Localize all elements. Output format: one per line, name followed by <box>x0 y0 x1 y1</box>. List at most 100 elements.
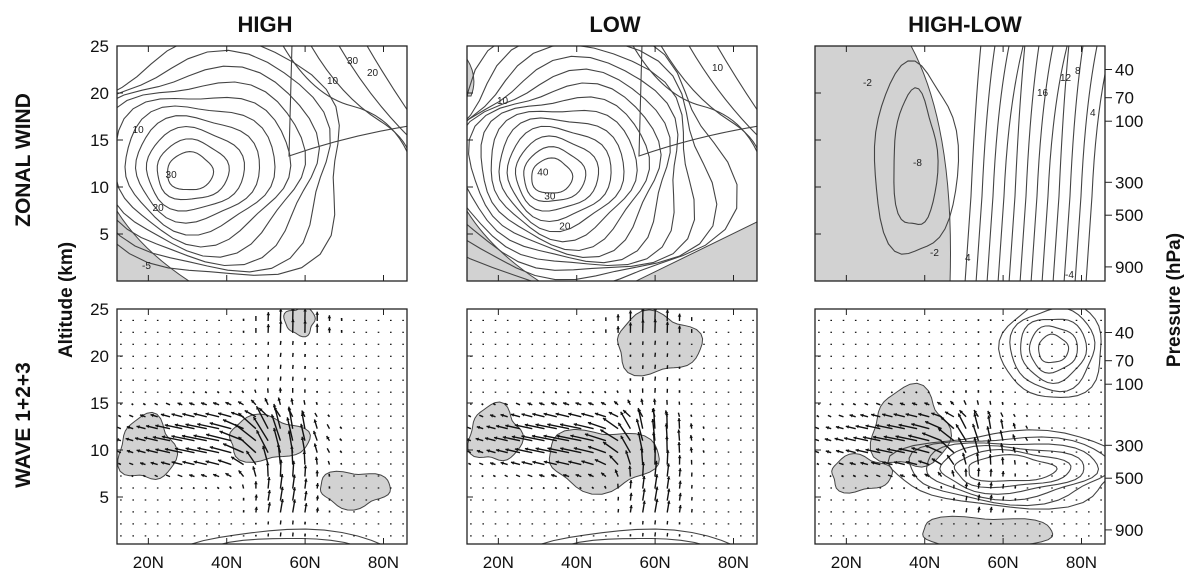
easterly-region <box>467 58 475 97</box>
flux-arrowhead <box>655 486 659 490</box>
flux-arrowhead <box>855 448 859 453</box>
flux-arrowhead <box>524 423 529 427</box>
flux-arrow <box>1025 414 1029 418</box>
flux-arrow <box>216 390 220 394</box>
flux-arrow <box>602 441 619 454</box>
flux-arrowhead <box>152 435 157 440</box>
panel-frame <box>814 308 1106 545</box>
flux-arrowhead <box>555 412 559 416</box>
flux-arrow <box>902 487 906 490</box>
flux-arrowhead <box>494 436 498 440</box>
flux-arrowhead <box>136 449 140 453</box>
flux-arrow <box>591 390 595 394</box>
flux-arrowhead <box>989 468 993 472</box>
pressure-tick-label: 500 <box>1115 206 1143 225</box>
flux-arrow <box>547 447 570 454</box>
flux-arrow <box>620 411 632 430</box>
flux-arrowhead <box>642 500 646 504</box>
flux-arrow <box>554 391 558 394</box>
contour-label: 20 <box>367 68 379 79</box>
flux-arrowhead <box>860 461 864 466</box>
flux-arrow <box>898 448 918 454</box>
flux-arrowhead <box>500 461 504 466</box>
flux-arrow <box>579 486 582 490</box>
flux-arrowhead <box>1000 443 1004 447</box>
flux-arrow <box>617 422 631 442</box>
flux-arrowhead <box>521 460 525 465</box>
flux-arrowhead <box>532 460 536 465</box>
flux-arrowhead <box>962 452 966 457</box>
flux-arrowhead <box>678 492 682 497</box>
flux-arrowhead <box>476 425 481 430</box>
flux-arrowhead <box>638 408 642 413</box>
panel-content <box>815 309 1105 544</box>
flux-arrowhead <box>912 402 916 406</box>
flux-arrow <box>573 447 594 454</box>
flux-arrowhead <box>925 445 929 449</box>
flux-arrowhead <box>181 434 186 439</box>
x-tick-label: 60N <box>640 553 671 572</box>
flux-arrowhead <box>989 506 993 511</box>
flux-arrow <box>514 424 533 430</box>
flux-arrow <box>192 391 195 394</box>
flux-arrow <box>1013 402 1016 406</box>
flux-arrow <box>327 414 331 418</box>
flux-arrowhead <box>256 430 260 434</box>
flux-arrow <box>192 486 195 490</box>
flux-arrow <box>515 402 521 406</box>
flux-arrowhead <box>925 421 929 425</box>
flux-arrow <box>193 434 220 442</box>
x-tick-label: 60N <box>988 553 1019 572</box>
flux-arrowhead <box>601 472 605 476</box>
flux-arrowhead <box>882 461 886 465</box>
flux-arrow <box>468 462 472 466</box>
polar-contour <box>310 46 407 150</box>
x-tick-label: 20N <box>133 553 164 572</box>
flux-arrow <box>279 352 282 357</box>
flux-arrowhead <box>315 495 320 499</box>
flux-arrow <box>154 474 158 478</box>
shaded-region <box>283 309 316 338</box>
difference-contour <box>997 46 1024 281</box>
flux-arrowhead <box>893 460 898 465</box>
flux-arrowhead <box>666 298 670 301</box>
flux-arrowhead <box>315 300 319 303</box>
panel-content: -2 16 128 4 -8 -2 4 -4 <box>815 46 1105 281</box>
flux-arrow <box>479 414 484 418</box>
flux-arrowhead <box>642 475 646 480</box>
y-tick-label: 10 <box>90 441 109 460</box>
row-label-zonal-wind: ZONAL WIND <box>12 93 35 227</box>
x-tick-label: 40N <box>211 553 242 572</box>
flux-arrow <box>940 485 943 489</box>
flux-arrow <box>654 364 657 369</box>
wind-contour <box>498 117 625 233</box>
flux-arrowhead <box>616 314 620 318</box>
flux-arrowhead <box>666 488 671 492</box>
flux-arrowhead <box>264 398 268 402</box>
flux-arrowhead <box>189 402 193 406</box>
flux-arrowhead <box>514 447 519 452</box>
flux-arrowhead <box>898 447 902 452</box>
flux-arrow <box>654 520 657 525</box>
flux-arrowhead <box>964 468 968 472</box>
contour-label: 16 <box>1037 88 1049 99</box>
flux-arrow <box>1037 450 1041 454</box>
column-title-high: HIGH <box>238 12 293 37</box>
panel-1-0: 10 40 30 20 10 <box>466 45 758 282</box>
panel-0-1: 20N 40N 60N 80N 5 10 15 20 25 <box>90 300 408 572</box>
flux-arrowhead <box>678 302 682 305</box>
flux-arrowhead <box>835 425 840 430</box>
flux-arrowhead <box>262 445 266 450</box>
panel-content: 10 40 30 20 10 <box>467 46 757 281</box>
flux-arrowhead <box>218 459 222 463</box>
y-tick-label: 5 <box>100 225 109 244</box>
flux-arrowhead <box>160 413 165 417</box>
flux-arrowhead <box>303 320 307 324</box>
flux-arrowhead <box>664 410 669 414</box>
flux-arrow <box>921 432 942 442</box>
flux-arrowhead <box>677 429 681 433</box>
flux-arrowhead <box>144 436 148 440</box>
flux-arrowhead <box>652 398 657 402</box>
flux-arrowhead <box>126 425 131 430</box>
flux-arrowhead <box>860 413 864 418</box>
